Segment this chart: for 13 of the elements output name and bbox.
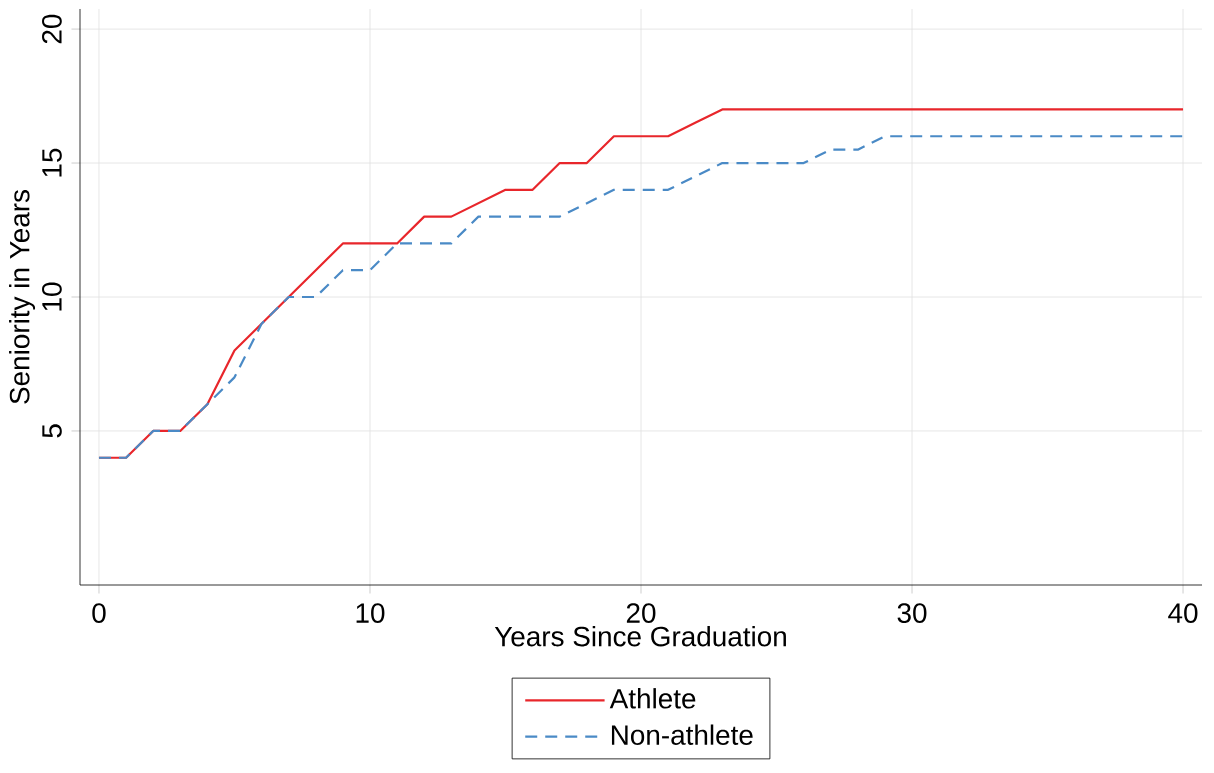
x-tick-label: 20 <box>626 603 656 623</box>
x-axis-title: Years Since Graduation <box>494 625 786 647</box>
x-tick-label: 0 <box>92 603 106 623</box>
y-tick-label: 5 <box>42 424 62 438</box>
x-tick-label: 30 <box>897 603 927 623</box>
y-tick-label: 20 <box>42 14 62 44</box>
y-axis-title: Seniority in Years <box>9 190 36 404</box>
y-tick-label: 15 <box>42 148 62 177</box>
legend-label: Non-athlete <box>611 724 753 745</box>
x-tick-label: 40 <box>1168 603 1198 623</box>
x-tick-label: 10 <box>356 603 385 623</box>
y-tick-label: 10 <box>42 282 62 311</box>
legend-label: Athlete <box>609 688 696 709</box>
